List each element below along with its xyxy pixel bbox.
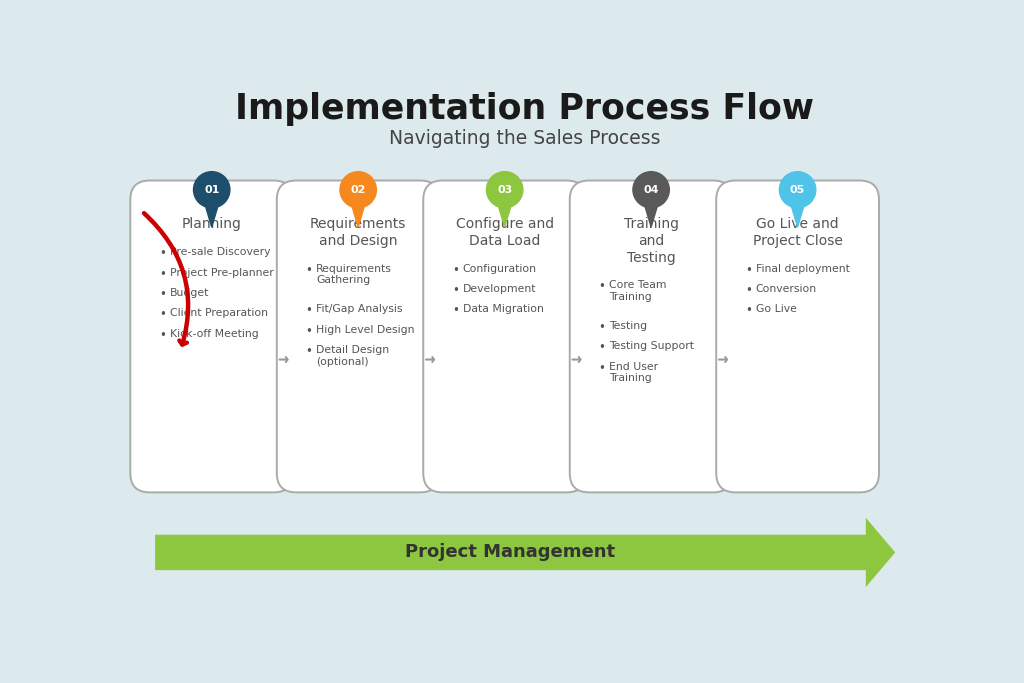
Polygon shape [349, 195, 368, 227]
Text: •: • [305, 346, 312, 359]
Text: 01: 01 [204, 185, 219, 195]
Text: Requirements
and Design: Requirements and Design [310, 217, 407, 248]
Text: Final deployment: Final deployment [756, 264, 850, 274]
Text: Budget: Budget [170, 288, 209, 298]
Text: Planning: Planning [182, 217, 242, 231]
Text: •: • [305, 305, 312, 318]
FancyBboxPatch shape [130, 180, 293, 492]
FancyBboxPatch shape [569, 180, 732, 492]
Text: Kick-off Meeting: Kick-off Meeting [170, 329, 259, 339]
Text: •: • [305, 325, 312, 338]
Polygon shape [642, 195, 660, 227]
Polygon shape [788, 195, 807, 227]
Text: Project Pre-planner: Project Pre-planner [170, 268, 273, 277]
Text: 05: 05 [790, 185, 805, 195]
Text: •: • [744, 264, 752, 277]
Text: •: • [598, 321, 605, 334]
Text: Implementation Process Flow: Implementation Process Flow [236, 92, 814, 126]
Text: High Level Design: High Level Design [316, 325, 415, 335]
Text: Fit/Gap Analysis: Fit/Gap Analysis [316, 305, 402, 314]
Text: Client Preparation: Client Preparation [170, 308, 268, 318]
Text: Testing: Testing [609, 321, 647, 331]
Text: •: • [159, 268, 166, 281]
Text: Training
and
Testing: Training and Testing [624, 217, 679, 265]
Text: Detail Design
(optional): Detail Design (optional) [316, 346, 389, 367]
Text: Go Live and
Project Close: Go Live and Project Close [753, 217, 843, 248]
Circle shape [633, 171, 670, 208]
Polygon shape [202, 195, 221, 227]
Text: •: • [452, 305, 459, 318]
Text: Configure and
Data Load: Configure and Data Load [456, 217, 554, 248]
Text: •: • [159, 247, 166, 260]
Text: •: • [598, 280, 605, 293]
FancyBboxPatch shape [423, 180, 586, 492]
Text: Testing Support: Testing Support [609, 342, 694, 352]
Text: •: • [598, 342, 605, 354]
Text: •: • [598, 362, 605, 375]
Text: •: • [744, 284, 752, 297]
FancyBboxPatch shape [276, 180, 439, 492]
Text: •: • [159, 329, 166, 342]
Text: •: • [744, 305, 752, 318]
Text: Project Management: Project Management [406, 544, 615, 561]
FancyBboxPatch shape [716, 180, 879, 492]
Text: 02: 02 [350, 185, 366, 195]
Text: Data Migration: Data Migration [463, 305, 544, 314]
Text: Go Live: Go Live [756, 305, 797, 314]
Polygon shape [155, 518, 895, 587]
Circle shape [779, 171, 816, 208]
Text: Conversion: Conversion [756, 284, 817, 294]
Text: Development: Development [463, 284, 537, 294]
Circle shape [194, 171, 230, 208]
Text: Requirements
Gathering: Requirements Gathering [316, 264, 392, 285]
Text: End User
Training: End User Training [609, 362, 658, 383]
Text: Navigating the Sales Process: Navigating the Sales Process [389, 128, 660, 148]
Text: 04: 04 [643, 185, 658, 195]
Polygon shape [496, 195, 514, 227]
Text: •: • [452, 264, 459, 277]
Circle shape [340, 171, 377, 208]
Text: •: • [159, 308, 166, 321]
Text: Core Team
Training: Core Team Training [609, 280, 667, 302]
Text: •: • [159, 288, 166, 301]
Text: •: • [305, 264, 312, 277]
Text: Configuration: Configuration [463, 264, 537, 274]
Text: 03: 03 [497, 185, 512, 195]
Circle shape [486, 171, 523, 208]
Text: •: • [452, 284, 459, 297]
Text: Pre-sale Discovery: Pre-sale Discovery [170, 247, 270, 257]
